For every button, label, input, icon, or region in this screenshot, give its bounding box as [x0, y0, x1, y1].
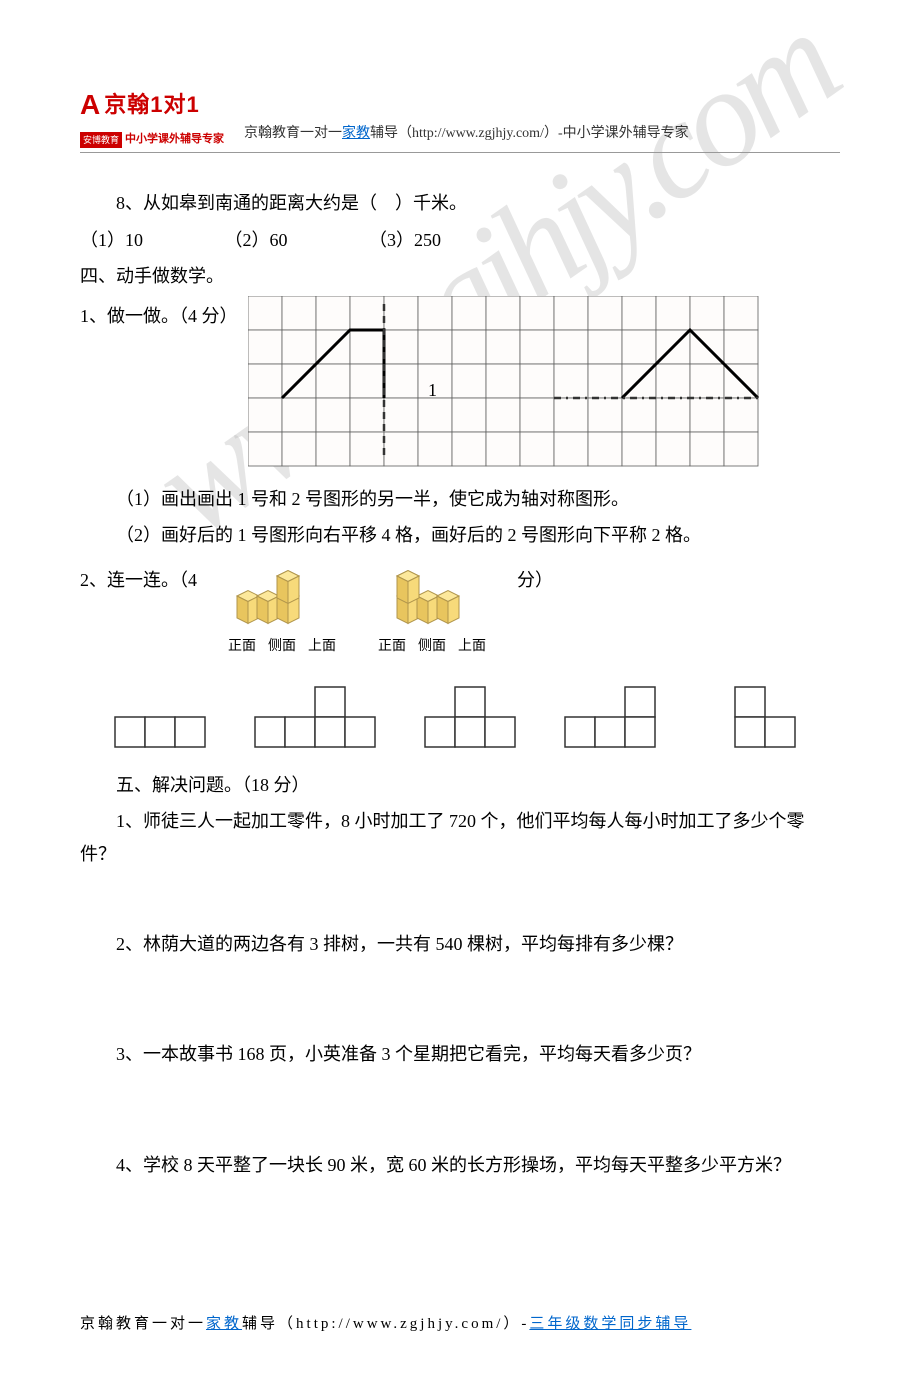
page-footer: 京翰教育一对一家教辅导（http://www.zgjhjy.com/）-三年级数…: [80, 1301, 840, 1338]
footer-prefix: 京翰教育一对一: [80, 1316, 206, 1332]
footer-link1[interactable]: 家教: [206, 1316, 242, 1332]
cube1-front: 正面: [228, 634, 256, 659]
cube2-svg: [377, 558, 487, 628]
shape-opt-5: [700, 679, 800, 749]
grid-figure: 1 2: [248, 296, 760, 478]
page-header: A 京翰1对1 安博教育 中小学课外辅导专家 京翰教育一对一家教辅导（http:…: [80, 80, 840, 153]
s4-q2-prefix: 2、连一连。（4: [80, 570, 197, 590]
content: 8、从如皋到南通的距离大约是（ ）千米。 （1）10 （2）60 （3）250 …: [80, 163, 840, 1181]
logo: A 京翰1对1 安博教育 中小学课外辅导专家: [80, 80, 224, 150]
shape-opt-3: [420, 679, 520, 749]
s5-q1: 1、师徒三人一起加工零件，8 小时加工了 720 个，他们平均每人每小时加工了多…: [80, 805, 840, 870]
header-suffix: 辅导（http://www.zgjhjy.com/）-中小学课外辅导专家: [370, 126, 689, 141]
section4-title: 四、动手做数学。: [80, 260, 840, 292]
header-text: 京翰教育一对一家教辅导（http://www.zgjhjy.com/）-中小学课…: [244, 121, 689, 150]
cube-figure-2: 正面 侧面 上面: [377, 558, 487, 659]
header-prefix: 京翰教育一对一: [244, 126, 342, 141]
cube2-front: 正面: [378, 634, 406, 659]
q8-opt2: （2）60: [225, 224, 365, 256]
shape-opt-2: [250, 679, 380, 749]
cube-figure-1: 正面 侧面 上面: [227, 558, 337, 659]
shape-options: [110, 679, 810, 749]
s5-q4: 4、学校 8 天平整了一块长 90 米，宽 60 米的长方形操场，平均每天平整多…: [80, 1149, 840, 1181]
cube1-side: 侧面: [268, 634, 296, 659]
logo-mark: A: [80, 80, 100, 130]
grid-svg: 1 2: [248, 296, 760, 468]
s4-sub1: （1）画出画出 1 号和 2 号图形的另一半，使它成为轴对称图形。: [80, 483, 840, 515]
shape-opt-4: [560, 679, 660, 749]
logo-subtitle: 中小学课外辅导专家: [125, 130, 224, 150]
cube1-top: 上面: [308, 634, 336, 659]
q8-opt1: （1）10: [80, 224, 220, 256]
q8-opt3: （3）250: [369, 224, 509, 256]
cube2-side: 侧面: [418, 634, 446, 659]
section5-title: 五、解决问题。（18 分）: [80, 769, 840, 801]
s4-q1: 1、做一做。（4 分）: [80, 300, 238, 332]
s5-q2: 2、林荫大道的两边各有 3 排树，一共有 540 棵树，平均每排有多少棵？: [80, 928, 840, 960]
footer-mid: 辅导（http://www.zgjhjy.com/）-: [242, 1316, 529, 1332]
cube2-top: 上面: [458, 634, 486, 659]
shape-opt-1: [110, 679, 210, 749]
s5-q3: 3、一本故事书 168 页，小英准备 3 个星期把它看完，平均每天看多少页？: [80, 1038, 840, 1070]
s4-sub2: （2）画好后的 1 号图形向右平移 4 格，画好后的 2 号图形向下平称 2 格…: [80, 519, 840, 551]
cube1-svg: [227, 558, 337, 628]
logo-badge: 安博教育: [80, 132, 122, 148]
s4-q2-suffix: 分）: [517, 570, 553, 590]
header-link[interactable]: 家教: [342, 126, 370, 141]
logo-main-text: 京翰1对1: [104, 85, 199, 125]
q8-text: 8、从如皋到南通的距离大约是（ ）千米。: [80, 187, 840, 219]
q8-options: （1）10 （2）60 （3）250: [80, 224, 840, 256]
footer-link2[interactable]: 三年级数学同步辅导: [529, 1316, 691, 1332]
shape1-label: 1: [428, 380, 437, 400]
